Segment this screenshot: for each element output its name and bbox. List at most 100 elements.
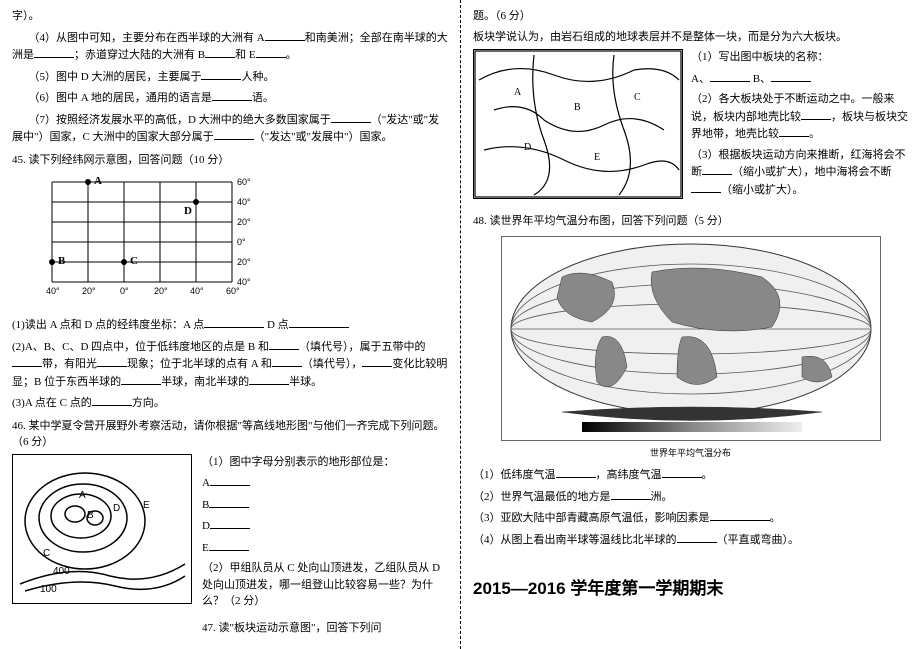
blank [691, 181, 721, 193]
blank [210, 474, 250, 486]
svg-text:400: 400 [53, 566, 70, 577]
blank [677, 531, 717, 543]
page: 字）。 （4）从图中可知，主要分布在西半球的大洲有 A和南美洲；全部在南半球的大… [0, 0, 920, 649]
svg-text:A: A [94, 175, 102, 187]
q46-1: （1）图中字母分别表示的地形部位是： [202, 454, 448, 471]
svg-text:20°: 20° [154, 286, 168, 296]
svg-text:D: D [184, 205, 192, 217]
q45-title: 45. 读下列经纬网示意图，回答问题（10 分） [12, 152, 448, 169]
q48-list: （1）低纬度气温 ，高纬度气温 。 （2）世界气温最低的地方是洲。 （3）亚欧大陆中… [473, 466, 908, 548]
blank [34, 46, 74, 58]
svg-text:E: E [143, 500, 150, 511]
svg-text:40°: 40° [237, 197, 251, 207]
blank [269, 338, 299, 350]
blank [204, 316, 264, 328]
q46-a: A [202, 474, 448, 492]
q45-2b: （填代号），属于五带中的 [299, 341, 426, 353]
q6-text: （6）图中 A 地的居民，通用的语言是 [29, 92, 212, 104]
q7: （7）按照经济发展水平的高低，D 大洲中的绝大多数国家属于 （"发达"或"发展中"… [12, 111, 448, 146]
q46-e: E [202, 539, 448, 557]
q48-3: （3）亚欧大陆中部青藏高原气温低，影响因素是。 [473, 509, 908, 527]
svg-text:A: A [514, 87, 522, 98]
svg-text:C: C [43, 548, 50, 559]
q48-1a: （1）低纬度气温 [473, 469, 556, 481]
q48-title: 48. 读世界年平均气温分布图，回答下列问题（5 分） [473, 213, 908, 230]
q45-2-text: (2)A、B、C、D 四点中，位于低纬度地区的点是 B 和 [12, 341, 269, 353]
q47-3: （3）根据板块运动方向来推断，红海将会不断（缩小或扩大），地中海将会不断（缩小或… [691, 147, 908, 199]
left-column: 字）。 （4）从图中可知，主要分布在西半球的大洲有 A和南美洲；全部在南半球的大… [0, 0, 460, 649]
q45-2e: （填代号）， [302, 358, 363, 370]
q45-1-text: (1)读出 A 点和 D 点的经纬度坐标：A 点 [12, 319, 204, 331]
q6b: 语。 [252, 92, 274, 104]
blank [779, 125, 809, 137]
q46-2: （2）甲组队员从 C 处向山顶进发，乙组队员从 D 处向山顶进发，哪一组登山比较… [202, 560, 448, 610]
svg-text:B: B [87, 510, 94, 521]
q45-2d: 现象；位于北半球的点有 A 和 [127, 358, 272, 370]
world-caption: 世界年平均气温分布 [473, 447, 908, 461]
blank [710, 70, 750, 82]
intro-text: 字）。 [12, 8, 448, 25]
label-b: B [202, 499, 209, 511]
blank [97, 355, 127, 367]
blank [662, 466, 702, 478]
q45-3b: 方向。 [132, 397, 165, 409]
q45-2c: 带，有阳光 [42, 358, 97, 370]
q4: （4）从图中可知，主要分布在西半球的大洲有 A和南美洲；全部在南半球的大洲是；赤… [12, 29, 448, 64]
q47-3b: （缩小或扩大），地中海将会不断 [732, 166, 892, 178]
q45-1b: D 点 [264, 319, 288, 331]
q45-2h: 半球。 [289, 376, 322, 388]
lat-lon-grid-figure: 60° 40° 20° 0° 20° 40° 40° 20° 0° 20° 40… [32, 172, 252, 312]
q46-b: B [202, 496, 448, 514]
blank [771, 70, 811, 82]
q48-2b: 洲。 [651, 491, 673, 503]
svg-text:0°: 0° [120, 286, 129, 296]
q7-text: （7）按照经济发展水平的高低，D 大洲中的绝大多数国家属于 [29, 114, 331, 126]
svg-text:C: C [634, 92, 641, 103]
q48-4b: （平直或弯曲）。 [717, 534, 800, 546]
q7c: （"发达"或"发展中"）国家。 [254, 131, 393, 143]
q47-body: A B C D E （1）写出图中板块的名称： A、 B、 （2）各大板块处于不… [473, 49, 908, 203]
blank [556, 466, 596, 478]
q45-3-text: (3)A 点在 C 点的 [12, 397, 92, 409]
q47-3c: （缩小或扩大）。 [721, 184, 804, 196]
contour-figure: A B C D E 400 100 [12, 454, 192, 604]
label-d: D [202, 520, 210, 532]
world-temp-figure [501, 236, 881, 441]
blank [210, 517, 250, 529]
q45-2: (2)A、B、C、D 四点中，位于低纬度地区的点是 B 和 （填代号），属于五带中… [12, 338, 448, 391]
q48-2: （2）世界气温最低的地方是洲。 [473, 488, 908, 506]
blank [214, 128, 254, 140]
q45-3: (3)A 点在 C 点的 方向。 [12, 394, 448, 412]
q48-1b: ，高纬度气温 [596, 469, 662, 481]
blank [265, 29, 305, 41]
svg-text:100: 100 [40, 584, 57, 595]
q46-body: A B C D E 400 100 （1）图中字母分别表示的地形部位是： A B… [12, 454, 448, 614]
q47-2: （2）各大板块处于不断运动之中。一般来说，板块内部地壳比较，板块与板块交界地带，… [691, 91, 908, 143]
q5-text: （5）图中 D 大洲的居民，主要属于 [29, 71, 202, 83]
svg-text:D: D [524, 142, 531, 153]
label-e: E [202, 542, 209, 554]
q45-1: (1)读出 A 点和 D 点的经纬度坐标：A 点 D 点 [12, 316, 448, 334]
svg-text:40°: 40° [46, 286, 60, 296]
blank [289, 316, 349, 328]
q47-1: （1）写出图中板块的名称： [691, 49, 908, 66]
blank [12, 355, 42, 367]
label-a: A、 [691, 73, 710, 85]
q47-title: 47. 读"板块运动示意图"，回答下列问 [202, 620, 448, 637]
blank [201, 68, 241, 80]
svg-text:20°: 20° [82, 286, 96, 296]
blank [702, 163, 732, 175]
q4c: ；赤道穿过大陆的大洲有 B [74, 49, 205, 61]
svg-text:0°: 0° [237, 237, 246, 247]
blank [205, 46, 235, 58]
q47-intro: 板块学说认为，由岩石组成的地球表层并不是整体一块，而是分为六大板块。 [473, 29, 908, 46]
q48-1c: 。 [702, 469, 713, 481]
blank [272, 355, 302, 367]
svg-text:60°: 60° [226, 286, 240, 296]
svg-text:E: E [594, 152, 600, 163]
q4d: 和 E [235, 49, 255, 61]
svg-text:B: B [574, 102, 581, 113]
svg-text:D: D [113, 503, 120, 514]
blank [611, 488, 651, 500]
right-column: 题。（6 分） 板块学说认为，由岩石组成的地球表层并不是整体一块，而是分为六大板… [460, 0, 920, 649]
